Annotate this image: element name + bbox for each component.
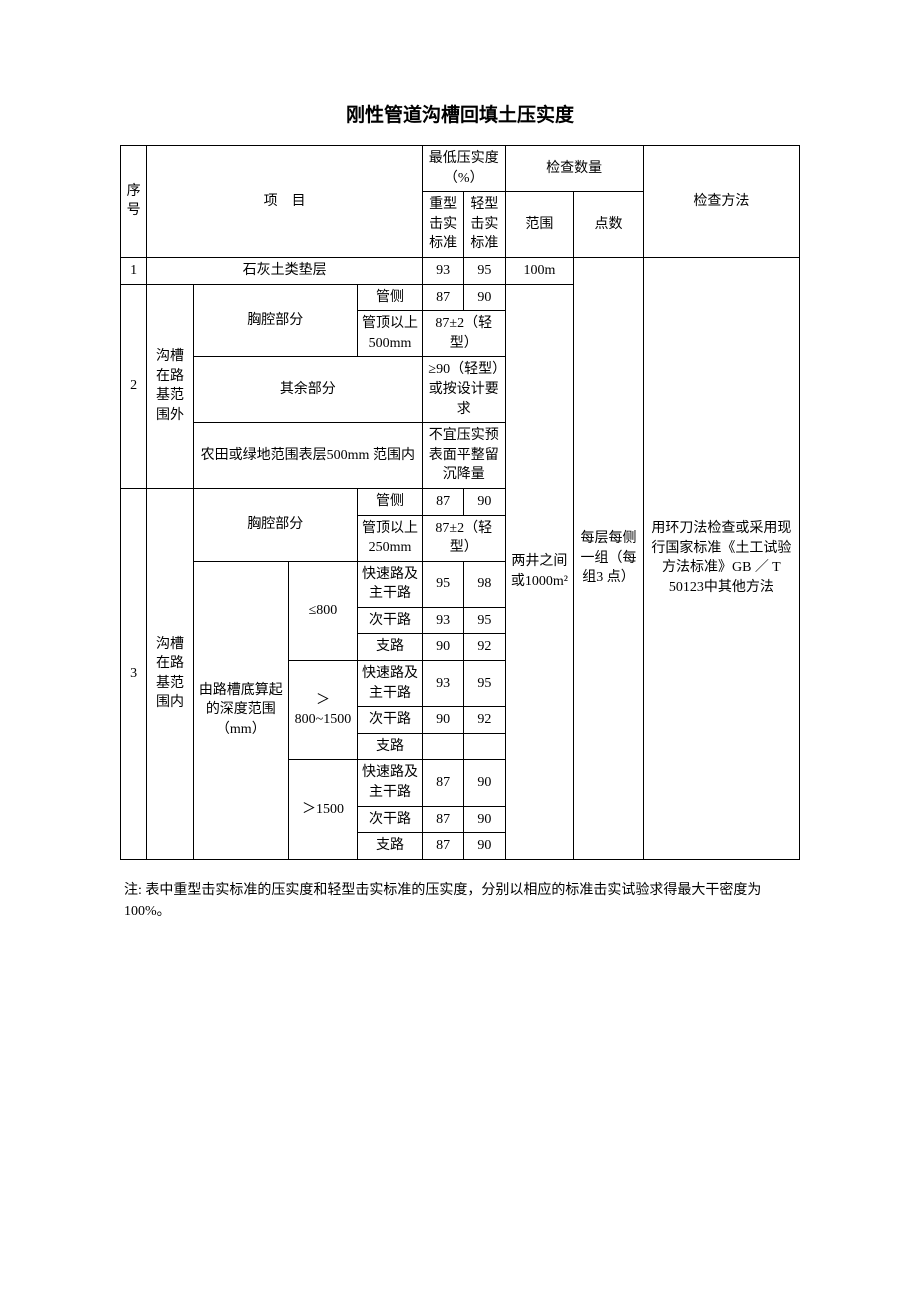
row1-light: 95: [464, 257, 505, 284]
row3-seq: 3: [121, 488, 147, 859]
row3-cat: 沟槽在路基范围内: [147, 488, 193, 859]
row3-d1: ≤800: [289, 561, 358, 660]
row3-d1r3-name: 支路: [357, 634, 422, 661]
row3-top250-val: 87±2（轻型）: [423, 515, 506, 561]
row2-farmland-val: 不宜压实预表面平整留沉降量: [423, 423, 506, 489]
row3-d3r3-name: 支路: [357, 833, 422, 860]
row1-heavy: 93: [423, 257, 464, 284]
row3-d1r2-h: 93: [423, 607, 464, 634]
header-points: 点数: [574, 192, 643, 258]
row3-d3r1-name: 快速路及主干路: [357, 760, 422, 806]
row1-range: 100m: [505, 257, 574, 284]
header-compaction: 最低压实度（%）: [423, 146, 506, 192]
row3-d1r3-l: 92: [464, 634, 505, 661]
points-merged: 每层每侧一组（每组3 点）: [574, 257, 643, 859]
row3-side-light: 90: [464, 488, 505, 515]
header-light: 轻型击实标准: [464, 192, 505, 258]
footnote: 注: 表中重型击实标准的压实度和轻型击实标准的压实度，分别以相应的标准击实试验求…: [120, 880, 800, 922]
header-range: 范围: [505, 192, 574, 258]
row2-top500-val: 87±2（轻型）: [423, 311, 506, 357]
range-merged: 两井之间或1000m²: [505, 284, 574, 859]
row2-side-light: 90: [464, 284, 505, 311]
row3-d2r1-l: 95: [464, 661, 505, 707]
row3-d2: ＞800~1500: [289, 661, 358, 760]
row3-d1r3-h: 90: [423, 634, 464, 661]
row3-d2r2-h: 90: [423, 707, 464, 734]
row3-d2r3-h: [423, 733, 464, 760]
row3-d2r3-name: 支路: [357, 733, 422, 760]
row3-d1r1-l: 98: [464, 561, 505, 607]
page-title: 刚性管道沟槽回填土压实度: [120, 100, 800, 127]
row1-seq: 1: [121, 257, 147, 284]
row3-chest: 胸腔部分: [193, 488, 357, 561]
row3-d3r2-h: 87: [423, 806, 464, 833]
row2-side-heavy: 87: [423, 284, 464, 311]
row3-side: 管侧: [357, 488, 422, 515]
row2-farmland: 农田或绿地范围表层500mm 范围内: [193, 423, 422, 489]
row3-d2r2-name: 次干路: [357, 707, 422, 734]
row3-d3r1-h: 87: [423, 760, 464, 806]
row3-d1r1-name: 快速路及主干路: [357, 561, 422, 607]
method-merged: 用环刀法检查或采用现行国家标准《土工试验方法标准》GB ／ T 50123中其他…: [643, 257, 799, 859]
header-method: 检查方法: [643, 146, 799, 258]
header-heavy: 重型击实标准: [423, 192, 464, 258]
row3-d1r2-l: 95: [464, 607, 505, 634]
row2-other: 其余部分: [193, 357, 422, 423]
row3-d1r2-name: 次干路: [357, 607, 422, 634]
row3-d3: ＞1500: [289, 760, 358, 859]
row2-chest: 胸腔部分: [193, 284, 357, 357]
header-seq: 序号: [121, 146, 147, 258]
row3-d1r1-h: 95: [423, 561, 464, 607]
row3-d3r3-h: 87: [423, 833, 464, 860]
header-item: 项 目: [147, 146, 423, 258]
row1-item: 石灰土类垫层: [147, 257, 423, 284]
row3-d2r1-h: 93: [423, 661, 464, 707]
row3-top250: 管顶以上250mm: [357, 515, 422, 561]
compaction-table: 序号 项 目 最低压实度（%） 检查数量 检查方法 重型击实标准 轻型击实标准 …: [120, 145, 800, 860]
row3-d2r3-l: [464, 733, 505, 760]
row3-d3r2-name: 次干路: [357, 806, 422, 833]
row3-d3r2-l: 90: [464, 806, 505, 833]
row3-side-heavy: 87: [423, 488, 464, 515]
row3-depth-label: 由路槽底算起的深度范围（mm）: [193, 561, 288, 859]
row2-cat: 沟槽在路基范围外: [147, 284, 193, 488]
row3-d2r1-name: 快速路及主干路: [357, 661, 422, 707]
row2-seq: 2: [121, 284, 147, 488]
row2-other-val: ≥90（轻型）或按设计要求: [423, 357, 506, 423]
row3-d3r3-l: 90: [464, 833, 505, 860]
row2-side: 管侧: [357, 284, 422, 311]
row3-d2r2-l: 92: [464, 707, 505, 734]
row2-top500: 管顶以上500mm: [357, 311, 422, 357]
header-check-qty: 检查数量: [505, 146, 643, 192]
row3-d3r1-l: 90: [464, 760, 505, 806]
